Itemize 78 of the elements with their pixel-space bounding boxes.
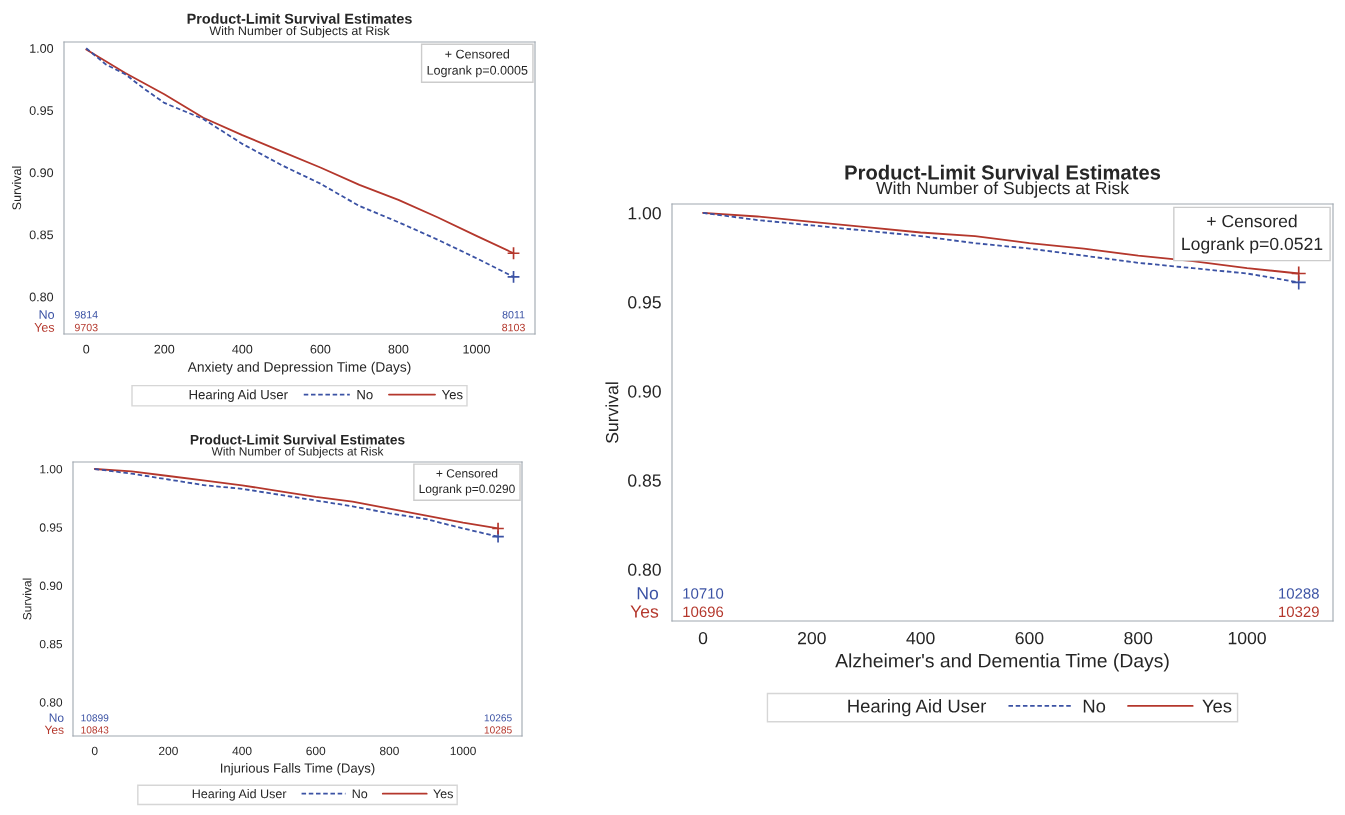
x-axis-title: Alzheimer's and Dementia Time (Days) [835, 653, 1169, 672]
x-axis-title: Anxiety and Depression Time (Days) [187, 361, 411, 375]
annotation: 10265 [484, 714, 512, 722]
x-tick-label: 1000 [463, 344, 490, 354]
y-tick-label: 0.80 [29, 292, 54, 302]
x-tick-label: 200 [798, 631, 826, 645]
legend-title: Hearing Aid User [189, 389, 288, 402]
x-tick-label: 0 [698, 631, 708, 645]
annotation: 9703 [74, 323, 98, 332]
chart-subtitle: With Number of Subjects at Risk [209, 25, 390, 38]
annotation: 10899 [81, 714, 109, 722]
y-tick-label: 1.00 [628, 207, 661, 220]
chart-title: Product-Limit Survival Estimates [845, 164, 1161, 180]
x-tick-label: 200 [159, 746, 178, 756]
annotation: 10285 [484, 726, 512, 734]
y-tick-label: 0.90 [29, 168, 54, 178]
legend-title: Hearing Aid User [192, 789, 287, 801]
x-axis-title: Injurious Falls Time (Days) [220, 763, 375, 776]
x-tick-label: 800 [379, 746, 399, 756]
legend-title: Hearing Aid User [848, 699, 987, 717]
annotation: + Censored [1207, 214, 1297, 228]
legend-label: No [357, 390, 373, 400]
y-tick-label: 1.00 [30, 44, 54, 53]
annotation: Logrank p=0.0005 [427, 65, 528, 78]
x-tick-label: 400 [232, 746, 252, 756]
x-tick-label: 0 [91, 746, 98, 756]
annotation: 9814 [74, 310, 98, 319]
text: Yes [630, 605, 659, 618]
y-tick-label: 0.85 [39, 639, 63, 649]
annotation: Logrank p=0.0290 [419, 484, 515, 496]
annotation: 10329 [1279, 606, 1319, 618]
annotation: 8011 [502, 310, 525, 319]
y-axis-title: Survival [11, 166, 22, 210]
x-tick-label: 600 [1015, 631, 1044, 645]
x-tick-label: 600 [306, 746, 326, 756]
x-tick-label: 600 [310, 344, 331, 354]
y-tick-label: 0.85 [29, 230, 54, 240]
y-tick-label: 1.00 [40, 464, 63, 474]
legend-label: Yes [433, 789, 453, 799]
x-tick-label: 800 [1124, 631, 1153, 645]
y-tick-label: 0.80 [39, 698, 63, 707]
chart-subtitle: With Number of Subjects at Risk [211, 446, 384, 458]
annotation: 8103 [502, 323, 525, 332]
chart-title: Product-Limit Survival Estimates [187, 13, 412, 24]
annotation: 10696 [683, 606, 724, 618]
legend-label: No [1083, 699, 1106, 713]
x-tick-label: 800 [388, 344, 409, 354]
annotation: 10288 [1279, 588, 1319, 599]
y-tick-label: 0.95 [628, 296, 661, 309]
y-tick-label: 0.80 [628, 563, 661, 576]
annotation: 10843 [81, 726, 109, 734]
y-tick-label: 0.95 [29, 106, 54, 115]
annotation: 10710 [683, 588, 724, 599]
y-axis-title: Survival [605, 382, 619, 443]
y-tick-label: 0.90 [39, 581, 63, 591]
y-tick-label: 0.95 [39, 523, 63, 532]
legend-label: Yes [1202, 699, 1232, 713]
text: Yes [44, 725, 64, 734]
x-tick-label: 1000 [450, 746, 476, 756]
text: No [637, 587, 659, 600]
text: No [49, 713, 64, 722]
text: No [39, 310, 55, 319]
y-tick-label: 0.90 [628, 385, 661, 398]
legend-label: No [352, 789, 368, 799]
x-tick-label: 200 [154, 344, 175, 354]
chart-title: Product-Limit Survival Estimates [190, 434, 405, 445]
annotation: + Censored [445, 49, 510, 59]
chart-subtitle: With Number of Subjects at Risk [876, 181, 1130, 198]
x-tick-label: 1000 [1228, 631, 1266, 645]
annotation: Logrank p=0.0521 [1182, 237, 1323, 254]
y-tick-label: 0.85 [628, 474, 661, 487]
annotation: + Censored [436, 468, 498, 478]
legend-label: Yes [441, 390, 463, 400]
text: Yes [34, 323, 55, 332]
y-axis-title: Survival [22, 578, 32, 620]
x-tick-label: 400 [232, 344, 253, 354]
x-tick-label: 400 [906, 631, 935, 645]
x-tick-label: 0 [83, 344, 90, 354]
